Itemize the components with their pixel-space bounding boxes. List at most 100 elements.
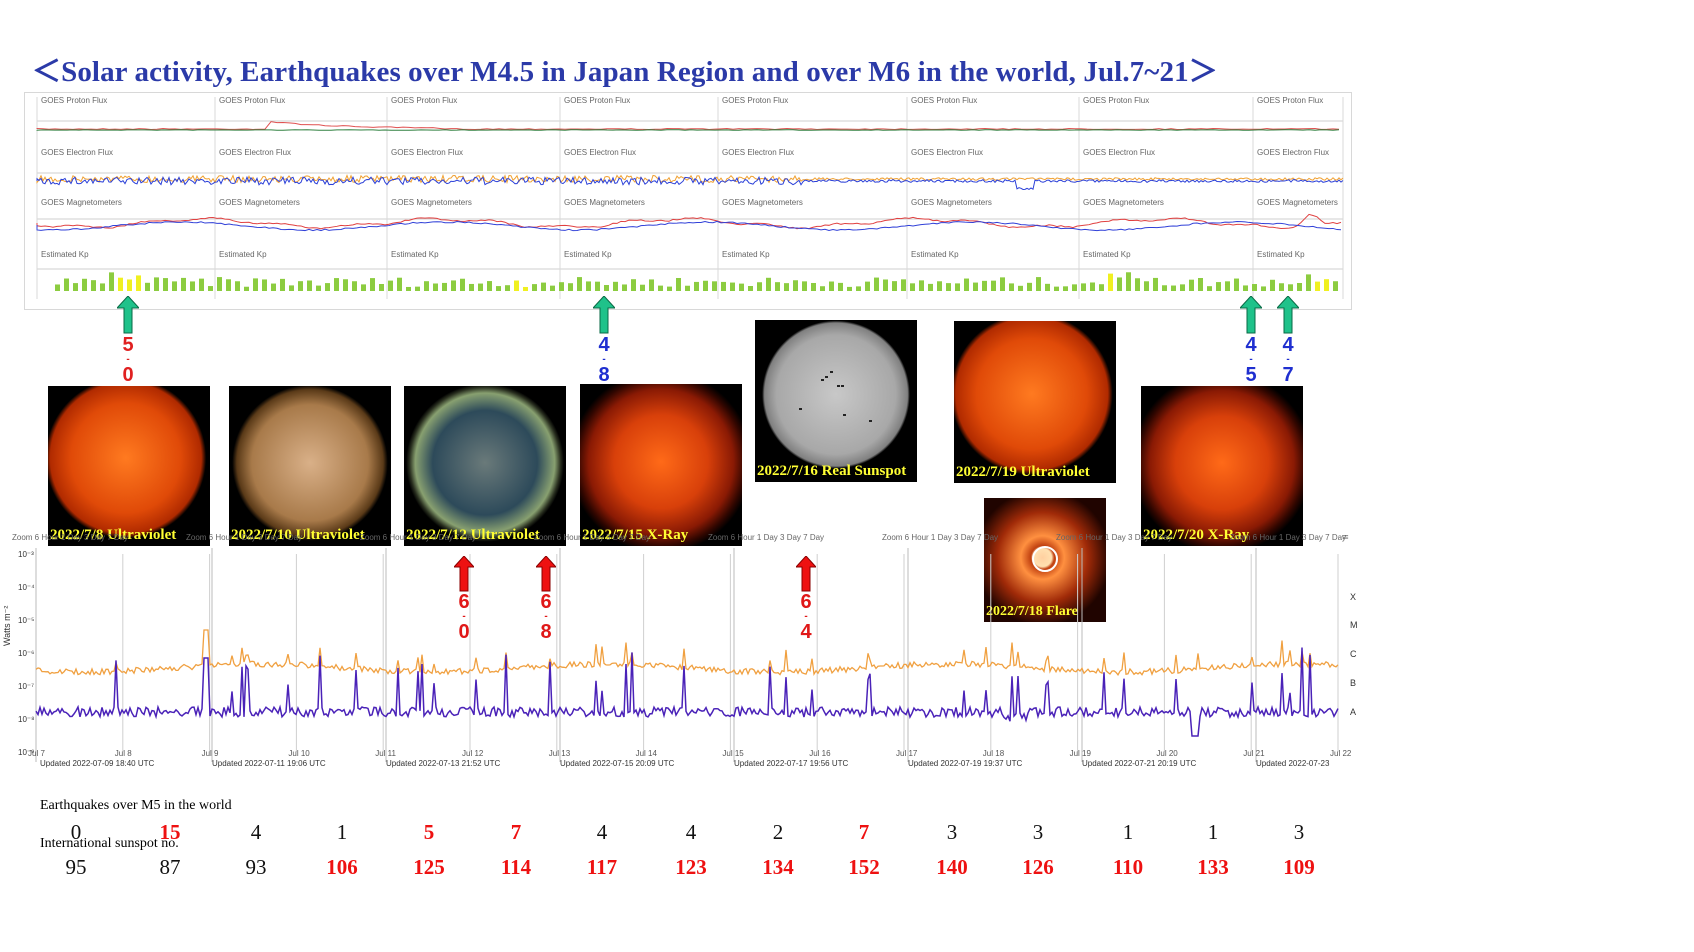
svg-text:GOES Proton Flux: GOES Proton Flux [722, 96, 788, 105]
flare-class-label: X [1350, 592, 1356, 602]
earthquake-count-cell: 3 [946, 820, 958, 844]
x-tick-label: Jul 9 [202, 749, 219, 758]
svg-text:GOES Electron Flux: GOES Electron Flux [391, 148, 463, 157]
zoom-label: Zoom 6 Hour 1 Day 3 Day 7 Day [534, 533, 650, 542]
x-tick-label: Jul 7 [28, 749, 45, 758]
sunspot-number-cell: 109 [1283, 855, 1315, 879]
x-tick-label: Jul 14 [636, 749, 658, 758]
zoom-label: Zoom 6 Hour 1 Day 3 Day 7 Day [708, 533, 824, 542]
y-tick-label: 10⁻³ [18, 550, 34, 559]
sunspot-number-cell: 95 [65, 855, 87, 879]
sunspot-number-cell: 140 [936, 855, 968, 879]
y-tick-label: 10⁻⁸ [18, 715, 35, 724]
earthquakes-row-label: Earthquakes over M5 in the world [40, 798, 232, 813]
earthquake-count-cell: 1 [1122, 820, 1134, 844]
earthquake-magnitude-label: 4-8 [598, 334, 610, 386]
green-arrow [1275, 295, 1301, 339]
svg-text:GOES Proton Flux: GOES Proton Flux [564, 96, 630, 105]
red-arrow [794, 555, 818, 597]
image-caption: 2022/7/19 Ultraviolet [956, 464, 1090, 480]
sunspot-number-cell: 133 [1197, 855, 1229, 879]
sunspot-number-cell: 123 [675, 855, 707, 879]
svg-text:GOES Electron Flux: GOES Electron Flux [1083, 148, 1155, 157]
image-caption: 2022/7/15 X-Ray [582, 527, 689, 543]
zoom-label: Zoom 6 Hour 1 Day 3 Day 7 Day [186, 533, 302, 542]
svg-text:Estimated Kp: Estimated Kp [911, 250, 959, 259]
svg-text:Estimated Kp: Estimated Kp [564, 250, 612, 259]
svg-text:GOES Magnetometers: GOES Magnetometers [219, 198, 300, 207]
xray-short-trace [35, 647, 1339, 737]
sun-image: 2022/7/19 Ultraviolet [954, 321, 1116, 483]
earthquake-count-cell: 3 [1293, 820, 1305, 844]
sunspot-row-label: International sunspot no. [40, 836, 179, 851]
svg-text:GOES Proton Flux: GOES Proton Flux [41, 96, 107, 105]
green-arrow [591, 295, 617, 339]
svg-text:Estimated Kp: Estimated Kp [391, 250, 439, 259]
svg-text:GOES Proton Flux: GOES Proton Flux [391, 96, 457, 105]
y-tick-label: 10⁻⁹ [18, 748, 35, 757]
sunspot-number-cell: 106 [326, 855, 358, 879]
svg-text:GOES Electron Flux: GOES Electron Flux [911, 148, 983, 157]
svg-text:Estimated Kp: Estimated Kp [41, 250, 89, 259]
svg-text:GOES Proton Flux: GOES Proton Flux [219, 96, 285, 105]
x-tick-label: Jul 21 [1243, 749, 1265, 758]
earthquake-count-cell: 5 [423, 820, 435, 844]
earthquake-count-cell: 1 [1207, 820, 1219, 844]
zoom-label: Zoom 6 Hour 1 Day 3 Day 7 Day [360, 533, 476, 542]
updated-label: Updated 2022-07-21 20:19 UTC [1082, 759, 1197, 768]
earthquake-magnitude-label: 6-0 [458, 591, 470, 643]
x-tick-label: Jul 16 [809, 749, 831, 758]
zoom-label: Zoom 6 Hour 1 Day 3 Day 7 Day [12, 533, 128, 542]
y-tick-label: 10⁻⁵ [18, 616, 34, 625]
x-tick-label: Jul 13 [549, 749, 571, 758]
earthquake-count-cell: 7 [510, 820, 522, 844]
sun-image: 2022/7/10 Ultraviolet [229, 386, 391, 546]
updated-label: Updated 2022-07-09 18:40 UTC [40, 759, 155, 768]
sunspot-number-cell: 87 [159, 855, 181, 879]
earthquake-count-cell: 4 [250, 820, 262, 844]
sunspot-number-cell: 125 [413, 855, 445, 879]
svg-text:GOES Electron Flux: GOES Electron Flux [41, 148, 113, 157]
sunspot-number-cell: 93 [245, 855, 267, 879]
earthquake-count-cell: 4 [685, 820, 697, 844]
x-tick-label: Jul 8 [115, 749, 132, 758]
y-tick-label: 10⁻⁷ [18, 682, 34, 691]
svg-text:GOES Proton Flux: GOES Proton Flux [1257, 96, 1323, 105]
y-axis-label: Watts m⁻² [2, 606, 12, 646]
x-tick-label: Jul 11 [375, 749, 396, 758]
updated-label: Updated 2022-07-11 19:06 UTC [212, 759, 326, 768]
earthquake-count-cell: 2 [772, 820, 784, 844]
updated-label: Updated 2022-07-19 19:37 UTC [908, 759, 1023, 768]
space-weather-panel: GOES Proton Flux GOES Proton Flux GOES Pro… [24, 92, 1352, 310]
image-caption: 2022/7/18 Flare [986, 604, 1078, 619]
earthquake-count-cell: 4 [596, 820, 608, 844]
sun-image: 2022/7/12 Ultraviolet [404, 386, 566, 546]
x-tick-label: Jul 12 [462, 749, 484, 758]
flare-class-label: C [1350, 649, 1357, 659]
goes-xray-chart: Zoom 6 Hour 1 Day 3 Day 7 Day Zoom 6 Hour… [0, 528, 1366, 770]
sun-image: 2022/7/15 X-Ray [580, 384, 742, 546]
image-caption: 2022/7/20 X-Ray [1143, 527, 1250, 543]
image-caption: 2022/7/10 Ultraviolet [231, 527, 365, 543]
red-arrow [534, 555, 558, 597]
svg-text:GOES Magnetometers: GOES Magnetometers [391, 198, 472, 207]
y-tick-label: 10⁻⁴ [18, 583, 35, 592]
zoom-label: Zoom 6 Hour 1 Day 3 Day 7 Day [1230, 533, 1346, 542]
sun-image: 2022/7/8 Ultraviolet [48, 386, 210, 546]
svg-text:Estimated Kp: Estimated Kp [219, 250, 267, 259]
x-tick-label: Jul 18 [983, 749, 1005, 758]
sunspot-number-cell: 126 [1022, 855, 1054, 879]
svg-text:GOES Electron Flux: GOES Electron Flux [1257, 148, 1329, 157]
svg-text:Estimated Kp: Estimated Kp [1257, 250, 1305, 259]
earthquake-magnitude-label: 5-0 [122, 334, 134, 386]
earthquake-count-cell: 15 [159, 820, 181, 844]
x-tick-label: Jul 20 [1156, 749, 1178, 758]
sunspot-number-cell: 152 [848, 855, 880, 879]
svg-text:GOES Proton Flux: GOES Proton Flux [911, 96, 977, 105]
svg-text:GOES Magnetometers: GOES Magnetometers [41, 198, 122, 207]
space-weather-plot: GOES Proton Flux GOES Proton Flux GOES Pro… [36, 96, 1344, 299]
earthquake-magnitude-label: 4-5 [1245, 334, 1257, 386]
red-arrow [452, 555, 476, 597]
earthquake-magnitude-label: 6-4 [800, 591, 812, 643]
x-tick-label: Jul 15 [722, 749, 744, 758]
